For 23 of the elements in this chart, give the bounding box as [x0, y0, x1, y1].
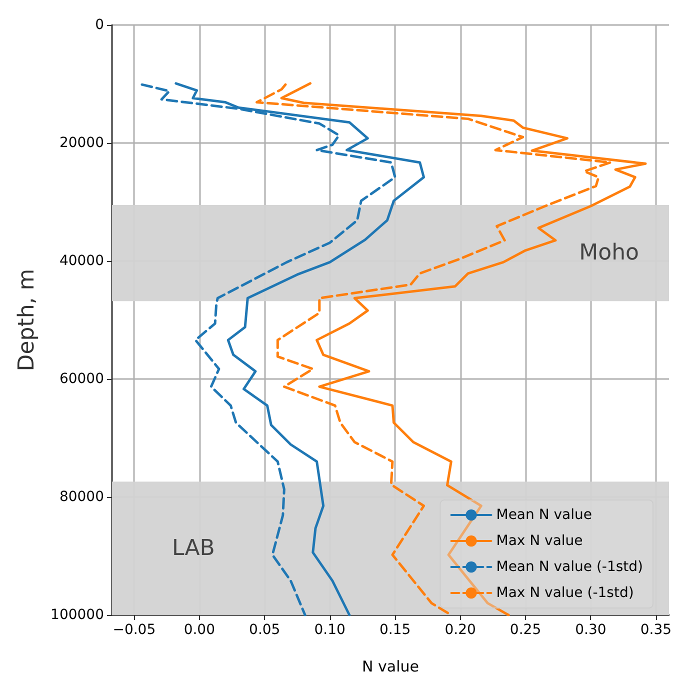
- y-tick-label: 0: [95, 17, 104, 33]
- band-label: Moho: [579, 240, 639, 266]
- x-tick-label: 0.30: [575, 622, 606, 638]
- x-tick-label: 0.10: [314, 622, 346, 638]
- y-axis-title: Depth, m: [14, 268, 40, 372]
- x-tick-label: −0.05: [112, 622, 156, 638]
- x-tick-label: 0.00: [184, 622, 215, 638]
- y-tick-label: 60000: [59, 371, 104, 387]
- y-tick-label: 100000: [50, 607, 104, 623]
- legend-label: Mean N value (-1std): [496, 559, 644, 575]
- y-tick-label: 80000: [59, 489, 104, 505]
- y-tick-label: 40000: [59, 253, 104, 269]
- x-tick-label: 0.05: [249, 622, 280, 638]
- x-axis-title: N value: [362, 658, 419, 676]
- legend-label: Mean N value: [496, 507, 592, 523]
- x-tick-label: 0.25: [510, 622, 542, 638]
- x-tick-label: 0.20: [444, 622, 476, 638]
- legend-label: Max N value (-1std): [496, 585, 634, 601]
- x-tick-label: 0.15: [379, 622, 411, 638]
- band-label: LAB: [172, 536, 215, 561]
- legend-label: Max N value: [496, 533, 583, 549]
- x-tick-label: 0.35: [640, 622, 672, 638]
- y-tick-label: 20000: [59, 135, 104, 151]
